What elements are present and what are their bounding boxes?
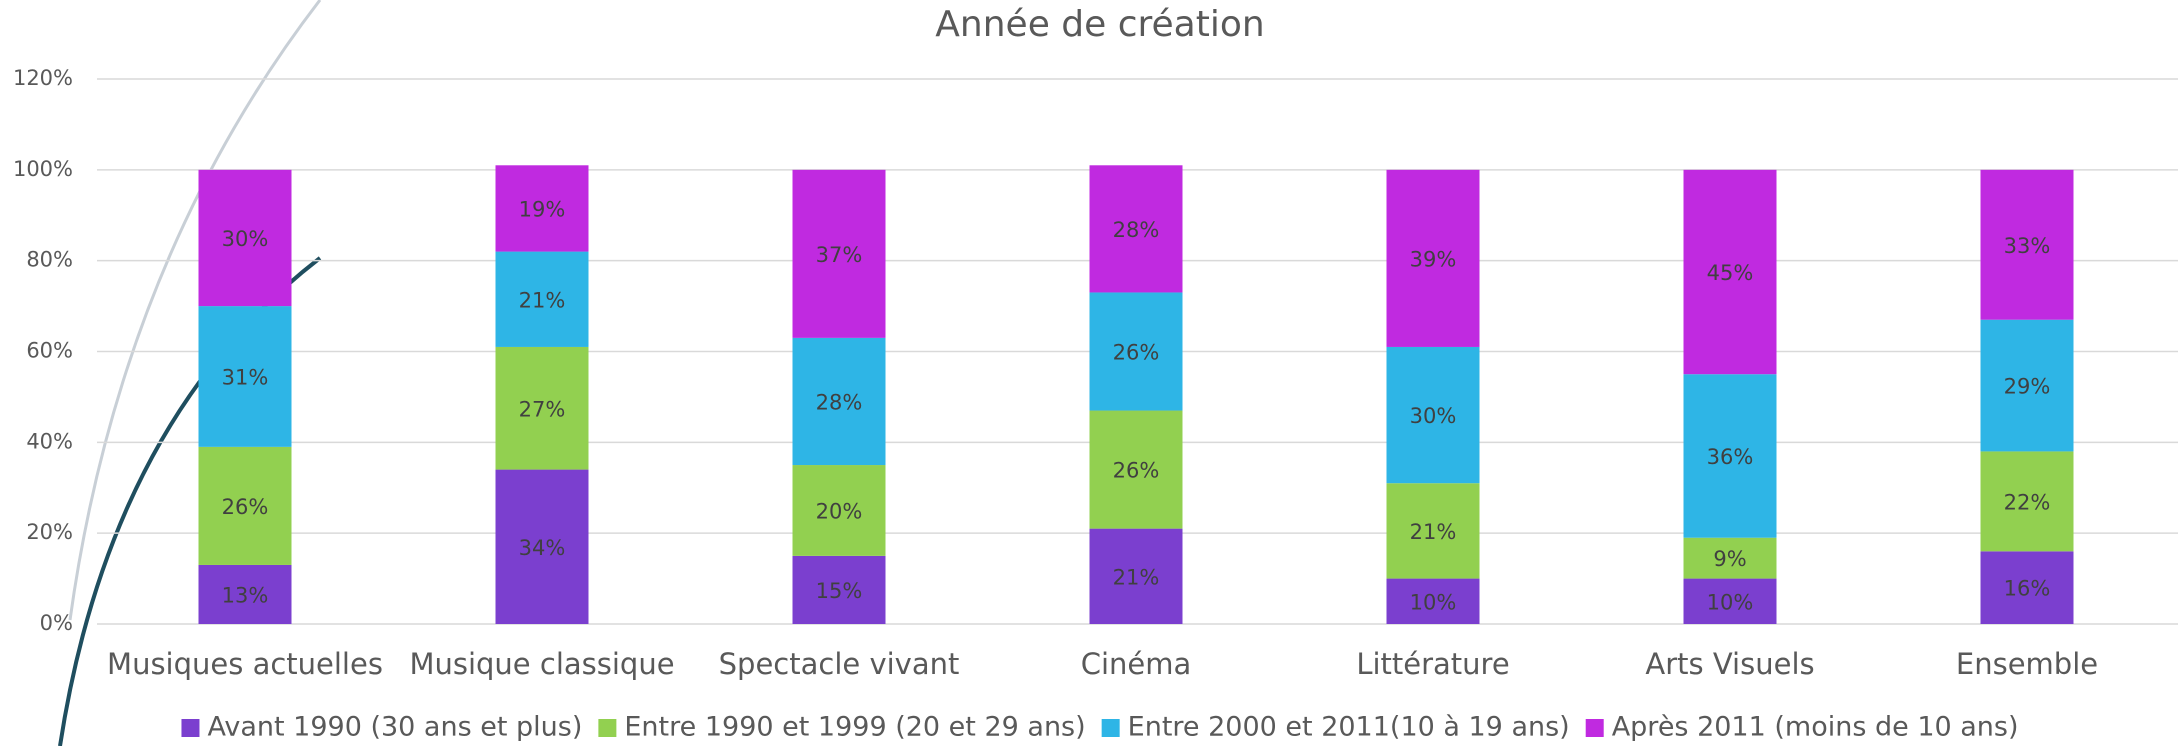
x-tick-label: Ensemble (1956, 647, 2098, 681)
legend-label: Entre 1990 et 1999 (20 et 29 ans) (624, 712, 1085, 743)
data-label: 29% (2004, 375, 2051, 399)
bar-segment (1683, 578, 1777, 624)
data-label: 20% (816, 499, 863, 523)
data-label: 45% (1707, 261, 1754, 285)
chart-title: Année de création (935, 4, 1264, 45)
legend-label: Avant 1990 (30 ans et plus) (207, 712, 582, 743)
y-tick-label: 60% (26, 339, 73, 363)
bar-segment (1386, 578, 1480, 624)
bar-segment (792, 555, 886, 624)
bar-segment (1089, 528, 1183, 624)
x-tick-label: Littérature (1356, 647, 1509, 681)
data-label: 30% (1410, 404, 1457, 428)
data-label: 39% (1410, 247, 1457, 271)
x-tick-label: Musiques actuelles (107, 647, 383, 681)
data-label: 26% (1113, 459, 1160, 483)
data-label: 28% (1113, 218, 1160, 242)
data-label: 15% (816, 579, 863, 603)
bar-segment (792, 337, 886, 466)
bar-segment (198, 446, 292, 565)
x-tick-label: Cinéma (1081, 647, 1192, 681)
data-label: 10% (1707, 590, 1754, 614)
bar-segment (1089, 410, 1183, 529)
data-label: 33% (2004, 234, 2051, 258)
data-label: 27% (519, 397, 566, 421)
bar-segment (198, 564, 292, 624)
bar-segment (1980, 451, 2074, 552)
legend-swatch (1101, 719, 1120, 737)
bar-segment (1980, 319, 2074, 452)
legend-label: Après 2011 (moins de 10 ans) (1612, 712, 2019, 743)
data-label: 30% (222, 227, 269, 251)
data-label: 37% (816, 243, 863, 267)
data-label: 34% (519, 536, 566, 560)
legend-swatch (181, 719, 200, 737)
bar-segment (1386, 169, 1480, 347)
bar-segment (1386, 346, 1480, 484)
data-label: 36% (1707, 445, 1754, 469)
bar-segment (1683, 374, 1777, 538)
data-label: 31% (222, 365, 269, 389)
data-label: 21% (519, 288, 566, 312)
y-tick-label: 0% (40, 611, 73, 635)
y-tick-label: 20% (26, 520, 73, 544)
bar-segment (198, 306, 292, 447)
bar-segment (1980, 169, 2074, 320)
legend-swatch (598, 719, 617, 737)
bar-segment (1089, 292, 1183, 411)
bar-segment (198, 169, 292, 307)
data-label: 10% (1410, 590, 1457, 614)
data-label: 9% (1713, 547, 1746, 571)
data-label: 21% (1113, 565, 1160, 589)
data-label: 22% (2004, 490, 2051, 514)
bar-segment (495, 251, 589, 347)
y-tick-label: 80% (26, 248, 73, 272)
y-tick-label: 40% (26, 429, 73, 453)
bar-segment (792, 169, 886, 338)
bar-segment (1386, 483, 1480, 579)
bar-segment (495, 346, 589, 470)
bar-segment (495, 469, 589, 624)
data-label: 28% (816, 390, 863, 414)
data-label: 13% (222, 583, 269, 607)
bar-segment (1683, 537, 1777, 579)
data-label: 26% (222, 495, 269, 519)
legend-swatch (1585, 719, 1604, 737)
data-label: 19% (519, 197, 566, 221)
bar-segment (792, 465, 886, 556)
y-tick-label: 120% (13, 66, 73, 90)
bar-segment (1683, 169, 1777, 375)
data-label: 26% (1113, 341, 1160, 365)
decor-arc (68, 0, 322, 621)
x-tick-label: Spectacle vivant (719, 647, 960, 681)
bar-segment (495, 165, 589, 252)
legend-label: Entre 2000 et 2011(10 à 19 ans) (1128, 712, 1570, 743)
data-label: 21% (1410, 520, 1457, 544)
x-tick-label: Arts Visuels (1645, 647, 1814, 681)
bar-segment (1980, 551, 2074, 624)
data-label: 16% (2004, 577, 2051, 601)
x-tick-label: Musique classique (409, 647, 674, 681)
bar-segment (1089, 165, 1183, 293)
y-tick-label: 100% (13, 157, 73, 181)
